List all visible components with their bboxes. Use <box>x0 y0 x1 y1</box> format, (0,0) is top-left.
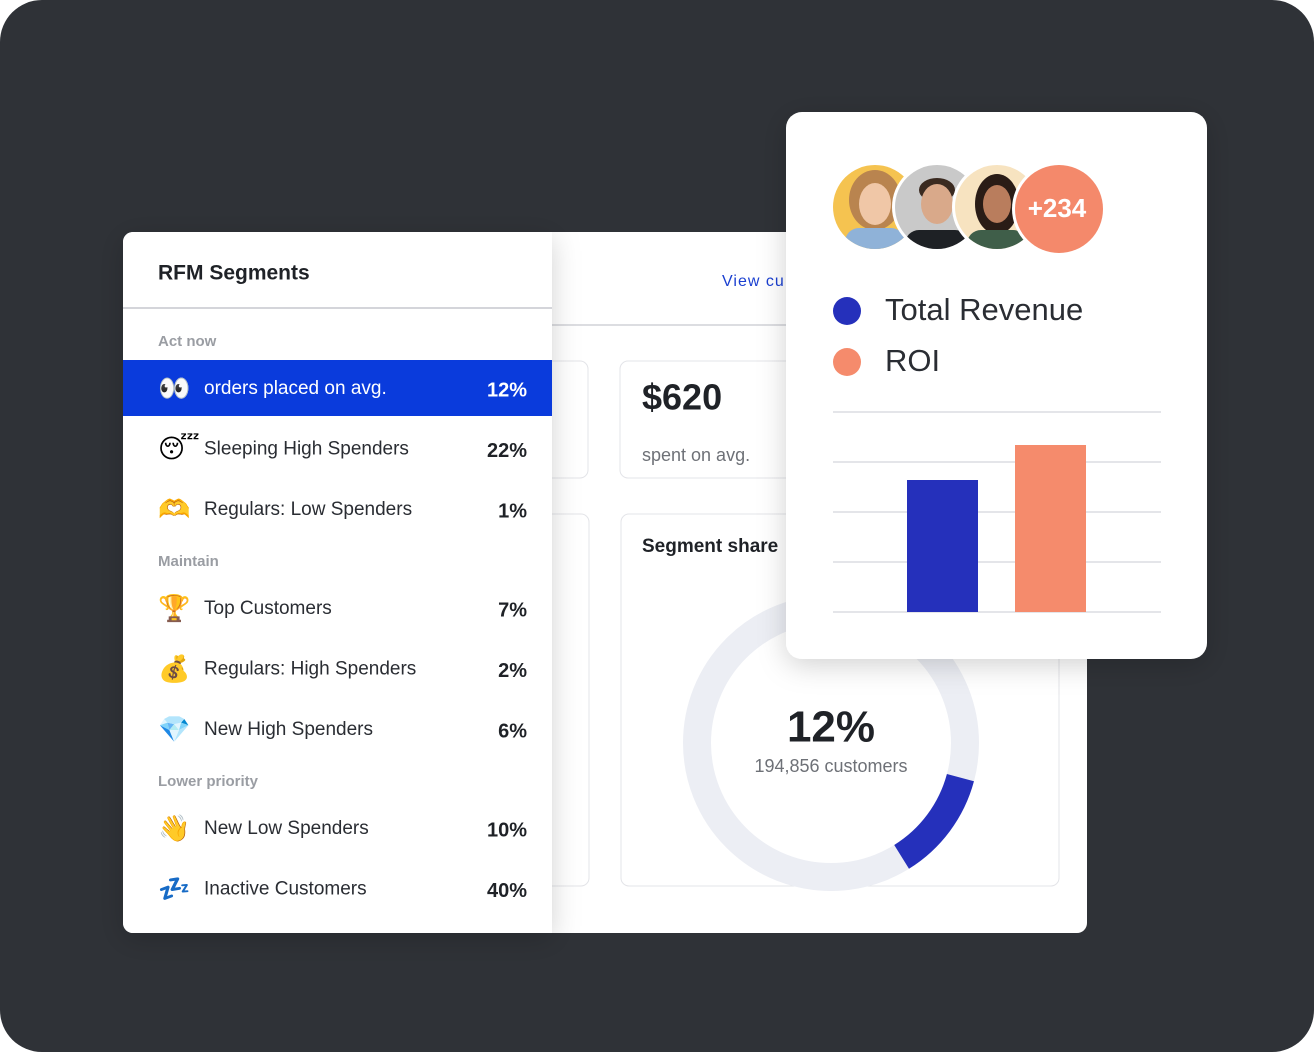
segment-name[interactable]: orders placed on avg. <box>204 378 387 399</box>
revenue-card: +234 Total Revenue ROI <box>786 112 1207 659</box>
stat-value: $620 <box>642 377 722 418</box>
donut-segment <box>893 773 974 869</box>
segment-name[interactable]: Top Customers <box>204 598 332 619</box>
bar <box>1015 445 1086 612</box>
segment-share: 10% <box>487 819 527 841</box>
selected-row <box>123 360 552 416</box>
panel-title: RFM Segments <box>158 262 310 285</box>
segment-name[interactable]: Regulars: High Spenders <box>204 659 416 680</box>
card-title: Segment share <box>642 536 778 557</box>
segment-icon: 💤 <box>158 873 190 903</box>
donut-value: 12% <box>787 703 875 752</box>
rfm-panel: RFM Segments Act now 👀 orders placed on av… <box>123 232 552 933</box>
legend-marker <box>833 348 861 376</box>
legend-label: Total Revenue <box>885 292 1083 327</box>
segment-icon: 💎 <box>158 714 190 744</box>
segment-name[interactable]: Regulars: Low Spenders <box>204 499 412 520</box>
segment-icon: 👀 <box>158 373 190 403</box>
segment-share: 6% <box>498 720 527 742</box>
segment-icon: 🏆 <box>158 593 190 623</box>
segment-share: 1% <box>498 500 527 522</box>
segment-list: Act now 👀 orders placed on avg. 12% 😴 Sleepin… <box>123 333 552 903</box>
view-link[interactable]: View cu <box>722 273 785 290</box>
legend-marker <box>833 297 861 325</box>
segment-share: 40% <box>487 880 527 902</box>
group-label: Act now <box>158 333 217 350</box>
avatar-count <box>1015 165 1103 253</box>
segment-name[interactable]: New High Spenders <box>204 719 373 740</box>
segment-icon: 💰 <box>158 653 190 684</box>
segment-icon: 😴 <box>158 432 200 463</box>
segment-icon: 🫶 <box>158 494 190 524</box>
group-label: Lower priority <box>158 773 259 790</box>
segment-share: 12% <box>487 379 527 401</box>
bar <box>907 480 978 612</box>
segment-share: 22% <box>487 440 527 462</box>
legend-label: ROI <box>885 343 940 378</box>
segment-share: 7% <box>498 599 527 621</box>
segment-share: 2% <box>498 660 527 682</box>
segment-name[interactable]: Sleeping High Spenders <box>204 439 409 460</box>
avatar-count-label: +234 <box>1028 193 1087 223</box>
group-label: Maintain <box>158 553 219 570</box>
stat-label: spent on avg. <box>642 445 750 465</box>
segment-icon: 👋 <box>158 813 190 844</box>
donut-subtitle: 194,856 customers <box>754 756 907 776</box>
bar-chart: Total Revenue ROI <box>833 292 1161 613</box>
segment-name[interactable]: Inactive Customers <box>204 879 367 900</box>
segment-name[interactable]: New Low Spenders <box>204 818 369 839</box>
